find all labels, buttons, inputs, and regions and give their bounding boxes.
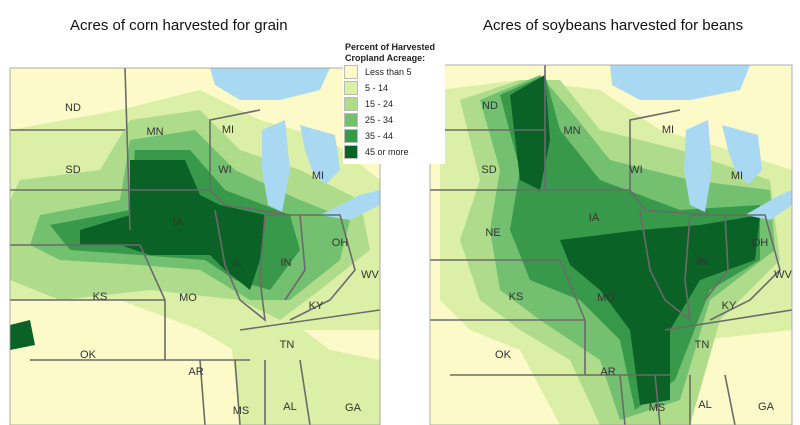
state-label: OK [80,349,97,361]
state-label: ND [482,100,498,112]
lake [745,190,792,220]
legend-item: 25 - 34 [344,112,445,128]
state-label: AR [600,366,615,378]
map-title: Acres of soybeans harvested for beans [483,17,743,34]
legend-item: 45 or more [344,144,445,160]
state-label: MO [597,292,615,304]
legend-label: 25 - 34 [365,115,394,125]
state-label: MI [662,124,674,136]
soybean-map [430,65,792,425]
lake [684,120,712,212]
state-label: IA [589,212,600,224]
legend-swatch [344,145,358,159]
state-label: MS [649,402,666,414]
lake [300,125,340,185]
state-label: MN [563,125,580,137]
state-label: TN [695,339,710,351]
state-labels: ND MN MI SD WI MI IA IL IN OH KS MO KY W… [65,102,379,417]
state-label: TN [280,339,295,351]
lake [722,125,762,185]
legend-items: Less than 5 5 - 14 15 - 24 25 - 34 35 - 44 45… [344,64,445,160]
state-label: MI [222,124,234,136]
legend: Percent of Harvested Cropland Acreage: L… [343,40,445,164]
legend-label: 5 - 14 [365,83,389,93]
legend-swatch [344,113,358,127]
state-label: MI [312,170,324,182]
state-label: MN [146,126,163,138]
legend-title: Percent of Harvested [345,42,436,52]
region [80,160,265,290]
state-label: KS [93,291,108,303]
state-label: IN [281,257,292,269]
region [10,320,35,350]
state-label: AL [698,399,711,411]
state-label: SD [65,164,80,176]
state-label: WI [629,164,642,176]
legend-swatch [344,81,358,95]
legend-item: Less than 5 [344,64,445,80]
state-label: IA [173,216,184,228]
state-label: KS [509,291,524,303]
lake [210,68,330,100]
corn-map [10,68,380,425]
state-label: MI [731,170,743,182]
state-label: OH [332,237,349,249]
state-label: KY [309,300,324,312]
state-label: WI [218,164,231,176]
state-label: IN [697,256,708,268]
state-label: SD [481,164,496,176]
legend-swatch [344,97,358,111]
frame [9,67,381,425]
state-label: WV [774,269,792,281]
state-label: MS [233,405,250,417]
state-label: OH [752,237,769,249]
legend-label: 35 - 44 [365,131,394,141]
state-label: ND [65,102,81,114]
legend-label: 15 - 24 [365,99,394,109]
state-label: AR [188,366,203,378]
state-label: GA [758,401,775,413]
legend-item: 5 - 14 [344,80,445,96]
lake [320,190,380,220]
state-label: KY [722,300,737,312]
legend-item: 35 - 44 [344,128,445,144]
legend-swatch [344,65,358,79]
state-label: WV [361,269,379,281]
state-label: NE [485,227,500,239]
lake [610,65,750,100]
frame [429,64,793,425]
legend-title: Cropland Acreage: [345,53,426,63]
state-labels: ND MN MI SD WI MI NE IA IN OH KS MO KY W… [481,100,792,414]
state-label: MO [179,292,197,304]
legend-label: Less than 5 [365,67,412,77]
legend-item: 15 - 24 [344,96,445,112]
state-label: OK [495,349,512,361]
legend-label: 45 or more [365,147,409,157]
map-title: Acres of corn harvested for grain [70,17,288,34]
state-label: GA [345,402,362,414]
legend-swatch [344,129,358,143]
lake [262,120,290,212]
state-label: AL [283,401,296,413]
region [510,75,760,405]
region [230,320,380,425]
state-label: IL [232,257,241,269]
